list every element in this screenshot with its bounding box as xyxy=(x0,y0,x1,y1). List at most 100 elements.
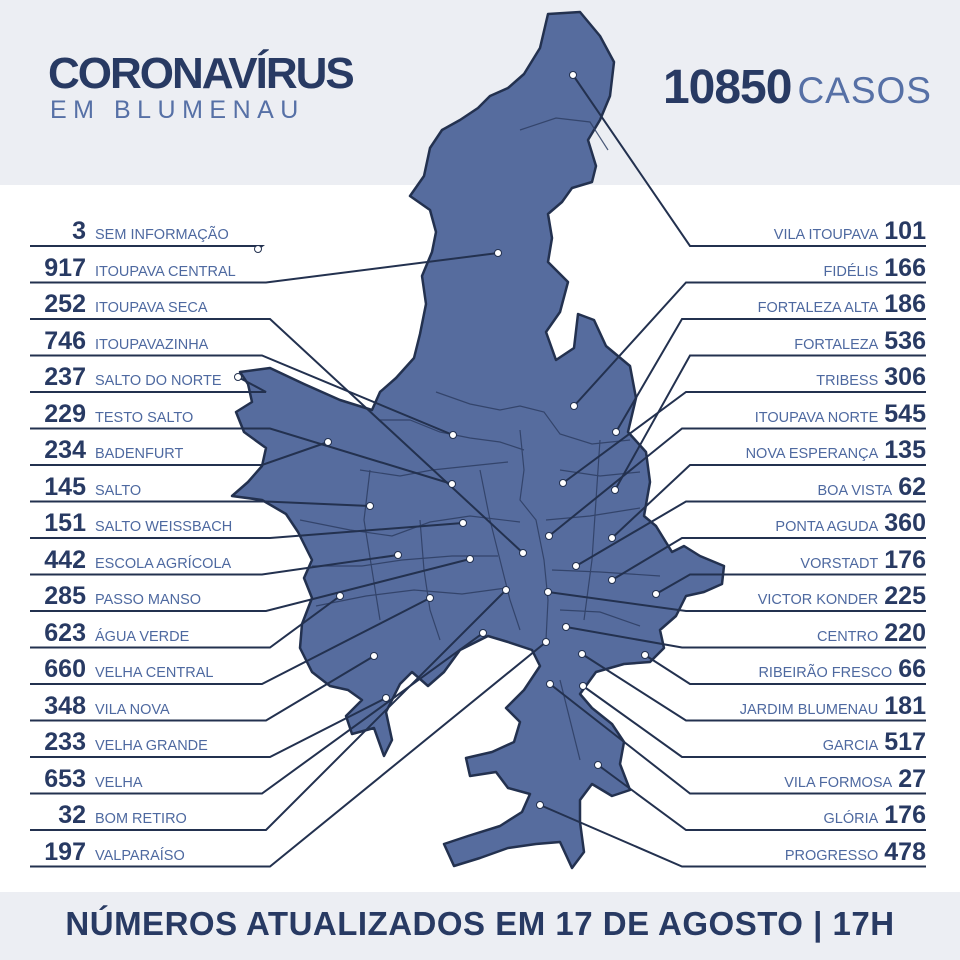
district-name: VILA NOVA xyxy=(95,701,170,718)
right-district-row: NOVA ESPERANÇA 135 xyxy=(746,435,926,465)
district-name: VORSTADT xyxy=(800,555,879,572)
right-district-row: CENTRO 220 xyxy=(817,618,926,648)
leader-dots xyxy=(234,71,660,809)
district-name: BOM RETIRO xyxy=(95,811,187,827)
right-leader-line xyxy=(611,464,926,539)
district-case-count: 166 xyxy=(884,253,926,282)
left-leader-line xyxy=(30,597,431,685)
right-district-row: FIDÉLIS 166 xyxy=(823,253,926,283)
district-name: FORTALEZA xyxy=(794,336,879,353)
district-case-count: 653 xyxy=(44,764,86,793)
total-cases-label: CASOS xyxy=(797,70,932,111)
district-name: VILA ITOUPAVA xyxy=(773,227,879,243)
district-case-count: 135 xyxy=(884,436,926,464)
district-case-count: 3 xyxy=(72,217,86,245)
district-location-dot xyxy=(612,428,620,436)
right-leader-line xyxy=(644,654,926,685)
district-case-count: 181 xyxy=(884,691,926,720)
right-district-row: VICTOR KONDER 225 xyxy=(758,581,926,611)
district-location-dot xyxy=(448,480,456,488)
district-case-count: 746 xyxy=(44,326,86,355)
district-name: TESTO SALTO xyxy=(95,409,194,426)
district-case-count: 623 xyxy=(44,618,86,647)
right-district-row: PROGRESSO 478 xyxy=(785,837,926,867)
district-case-count: 32 xyxy=(58,801,86,829)
district-name: ITOUPAVA NORTE xyxy=(754,409,879,426)
district-name: SEM INFORMAÇÃO xyxy=(95,227,229,243)
district-name: ITOUPAVA SECA xyxy=(95,300,208,316)
district-location-dot xyxy=(562,623,570,631)
left-district-row: 623 ÁGUA VERDE xyxy=(30,618,189,648)
right-leader-line xyxy=(581,653,926,722)
district-case-count: 306 xyxy=(884,363,926,391)
left-district-row: 237 SALTO DO NORTE xyxy=(30,362,221,392)
district-name: VALPARAÍSO xyxy=(95,847,185,864)
district-name: CENTRO xyxy=(817,628,879,645)
district-name: SALTO WEISSBACH xyxy=(95,519,233,535)
right-district-row: ITOUPAVA NORTE 545 xyxy=(755,399,926,429)
district-location-dot xyxy=(652,590,660,598)
district-name: VELHA CENTRAL xyxy=(95,665,214,681)
right-leader-line xyxy=(655,573,926,595)
left-leader-line xyxy=(30,522,464,539)
district-name: RIBEIRÃO FRESCO xyxy=(758,665,893,681)
district-name: VICTOR KONDER xyxy=(757,592,879,608)
district-case-count: 234 xyxy=(44,436,86,464)
page-title: CORONAVÍRUS xyxy=(48,49,355,98)
district-case-count: 27 xyxy=(898,764,926,793)
district-location-dot xyxy=(544,588,552,596)
district-case-count: 517 xyxy=(884,728,926,756)
district-case-count: 186 xyxy=(884,290,926,318)
left-leader-line xyxy=(30,641,547,868)
district-case-count: 145 xyxy=(44,472,86,501)
right-leader-line xyxy=(549,683,926,795)
district-location-dot xyxy=(394,551,402,559)
district-location-dot xyxy=(578,650,586,658)
right-district-row: FORTALEZA 536 xyxy=(794,326,926,356)
district-location-dot xyxy=(569,71,577,79)
left-leader-line xyxy=(30,595,341,649)
district-location-dot xyxy=(336,592,344,600)
district-case-count: 285 xyxy=(44,582,86,610)
right-district-row: RIBEIRÃO FRESCO 66 xyxy=(758,654,926,684)
district-name: FORTALEZA ALTA xyxy=(757,300,879,316)
district-case-count: 252 xyxy=(44,290,86,318)
left-district-row: 917 ITOUPAVA CENTRAL xyxy=(30,253,235,283)
district-location-dot xyxy=(594,761,602,769)
district-location-dot xyxy=(536,801,544,809)
district-location-dot xyxy=(546,680,554,688)
district-location-dot xyxy=(324,438,332,446)
district-case-count: 229 xyxy=(44,399,86,428)
left-district-row: 234 BADENFURT xyxy=(30,435,183,465)
left-district-row: 660 VELHA CENTRAL xyxy=(30,654,213,684)
right-district-row: VILA ITOUPAVA 101 xyxy=(774,216,926,246)
left-district-row: 233 VELHA GRANDE xyxy=(30,727,208,757)
left-leader-line xyxy=(30,589,507,831)
district-case-count: 536 xyxy=(884,326,926,355)
district-case-count: 233 xyxy=(44,728,86,756)
district-location-dot xyxy=(466,555,474,563)
right-district-row: JARDIM BLUMENAU 181 xyxy=(740,691,926,721)
district-location-dot xyxy=(502,586,510,594)
footer-band xyxy=(0,892,960,960)
right-district-row: VILA FORMOSA 27 xyxy=(784,764,926,794)
left-district-row: 285 PASSO MANSO xyxy=(30,581,201,611)
district-case-count: 220 xyxy=(884,618,926,647)
right-district-row: GLÓRIA 176 xyxy=(823,800,926,830)
left-leader-line xyxy=(30,655,375,722)
left-district-row: 348 VILA NOVA xyxy=(30,691,169,721)
district-case-count: 478 xyxy=(884,837,926,866)
left-leader-line xyxy=(30,354,454,436)
district-case-count: 62 xyxy=(898,472,926,501)
district-location-dot xyxy=(366,502,374,510)
district-location-dot xyxy=(579,682,587,690)
district-case-count: 101 xyxy=(884,217,926,245)
district-location-dot xyxy=(570,402,578,410)
left-leader-line xyxy=(30,427,453,485)
right-district-row: PONTA AGUDA 360 xyxy=(775,508,926,538)
left-district-row: 32 BOM RETIRO xyxy=(30,800,187,830)
district-name: GARCIA xyxy=(822,738,879,754)
district-name: BADENFURT xyxy=(95,446,184,462)
district-location-dot xyxy=(559,479,567,487)
